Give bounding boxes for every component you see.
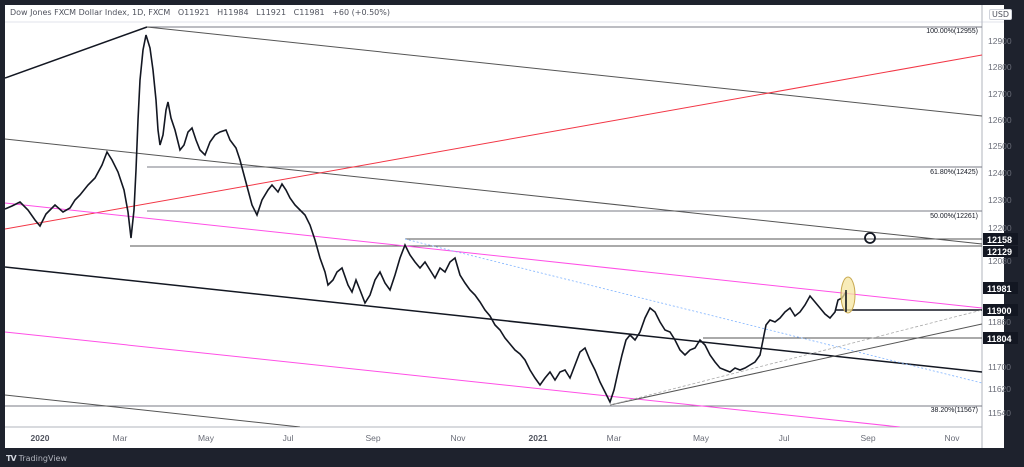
tradingview-logo-icon: TV xyxy=(6,453,17,463)
time-tick: Sep xyxy=(365,433,380,443)
time-tick: Mar xyxy=(113,433,128,443)
time-tick: Nov xyxy=(944,433,960,443)
price-tick: 12200 xyxy=(988,223,1012,233)
time-tick: Jul xyxy=(779,433,790,443)
price-change: +60 (+0.50%) xyxy=(332,8,390,17)
fib-label: 100.00%(12955) xyxy=(926,28,978,35)
time-tick: Mar xyxy=(607,433,622,443)
fib-label: 50.00%(12261) xyxy=(930,213,978,220)
price-tick: 12300 xyxy=(988,195,1012,205)
price-label-11900: 11900 xyxy=(987,306,1012,316)
price-tick: 11620 xyxy=(988,384,1011,394)
price-tick: 11700 xyxy=(988,362,1011,372)
highlight-ellipse xyxy=(840,276,856,314)
chart-legend: Dow Jones FXCM Dollar Index, 1D, FXCM O1… xyxy=(10,8,395,17)
time-tick: Nov xyxy=(450,433,466,443)
price-tick: 12900 xyxy=(988,36,1012,46)
time-tick: May xyxy=(198,433,215,443)
ohlc-close: C11981 xyxy=(293,8,325,17)
time-tick: Sep xyxy=(860,433,875,443)
ohlc-open: O11921 xyxy=(177,8,210,17)
ohlc-high: H11984 xyxy=(217,8,249,17)
time-tick: 2021 xyxy=(529,433,548,443)
price-axis[interactable]: 12900 12800 12700 12600 12500 12400 1230… xyxy=(988,36,1012,418)
price-tick: 12800 xyxy=(988,62,1012,72)
brand-name[interactable]: TradingView xyxy=(18,453,67,463)
time-tick: 2020 xyxy=(31,433,50,443)
price-tick: 12400 xyxy=(988,168,1012,178)
footer: TV TradingView xyxy=(6,451,67,465)
price-tick: 11540 xyxy=(988,408,1011,418)
circle-marker xyxy=(864,232,876,244)
price-series xyxy=(5,34,847,405)
time-axis[interactable]: 2020 Mar May Jul Sep Nov 2021 Mar May Ju… xyxy=(31,433,961,443)
ohlc-low: L11921 xyxy=(256,8,287,17)
price-label-12129: 12129 xyxy=(987,247,1012,257)
time-tick: May xyxy=(693,433,710,443)
currency-button[interactable]: USD xyxy=(989,9,1013,20)
fib-label: 61.80%(12425) xyxy=(930,169,978,176)
price-tick: 11860 xyxy=(988,317,1011,327)
price-tick: 12500 xyxy=(988,141,1012,151)
price-label-11804: 11804 xyxy=(987,334,1012,344)
price-tick: 12700 xyxy=(988,89,1012,99)
drawings xyxy=(5,26,982,427)
price-tick: 12080 xyxy=(988,256,1012,266)
fib-label: 38.20%(11567) xyxy=(931,407,978,414)
price-label-12158: 12158 xyxy=(987,235,1012,245)
chart-frame xyxy=(5,5,1004,448)
price-label-11981: 11981 xyxy=(987,284,1012,294)
price-tick: 12600 xyxy=(988,115,1012,125)
symbol-name: Dow Jones FXCM Dollar Index, 1D, FXCM xyxy=(10,8,171,17)
time-tick: Jul xyxy=(283,433,294,443)
